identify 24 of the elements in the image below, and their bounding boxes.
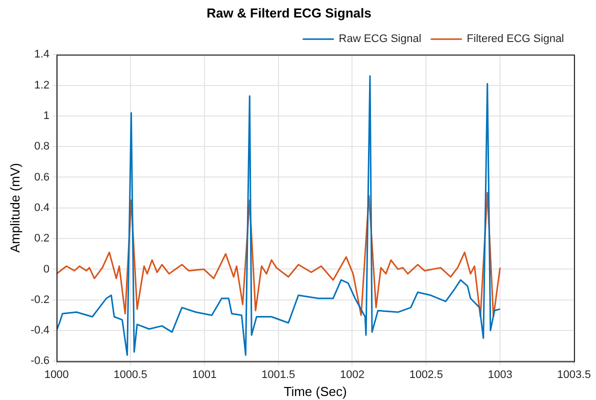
- x-tick-label: 1003: [488, 368, 512, 381]
- x-tick-label: 1001: [192, 368, 217, 381]
- y-tick-label: 0.6: [34, 171, 50, 184]
- legend-label: Raw ECG Signal: [338, 33, 422, 46]
- x-tick-label: 1001.5: [261, 368, 296, 381]
- x-tick-label: 1002.5: [409, 368, 443, 381]
- y-tick-label: -0.2: [30, 294, 50, 306]
- x-tick-label: 1000.5: [114, 368, 148, 381]
- y-tick-label: -0.6: [30, 355, 50, 368]
- y-tick-label: 1.4: [34, 48, 50, 61]
- y-tick-label: 0.2: [34, 232, 50, 245]
- y-tick-label: -0.4: [30, 324, 50, 337]
- legend-label: Filtered ECG Signal: [466, 33, 564, 46]
- x-tick-label: 1002: [340, 368, 364, 381]
- x-tick-label: 1003.5: [557, 368, 591, 381]
- y-tick-label: 0.4: [34, 202, 50, 214]
- chart-title: Raw & Filterd ECG Signals: [206, 5, 372, 20]
- y-tick-label: 1.2: [34, 79, 50, 92]
- x-axis-title: Time (Sec): [284, 384, 347, 399]
- x-tick-label: 1000: [44, 368, 69, 381]
- y-tick-label: 0: [43, 263, 50, 276]
- y-axis-title: Amplitude (mV): [7, 163, 22, 253]
- y-tick-label: 0.8: [34, 140, 50, 153]
- y-tick-label: 1: [43, 110, 50, 122]
